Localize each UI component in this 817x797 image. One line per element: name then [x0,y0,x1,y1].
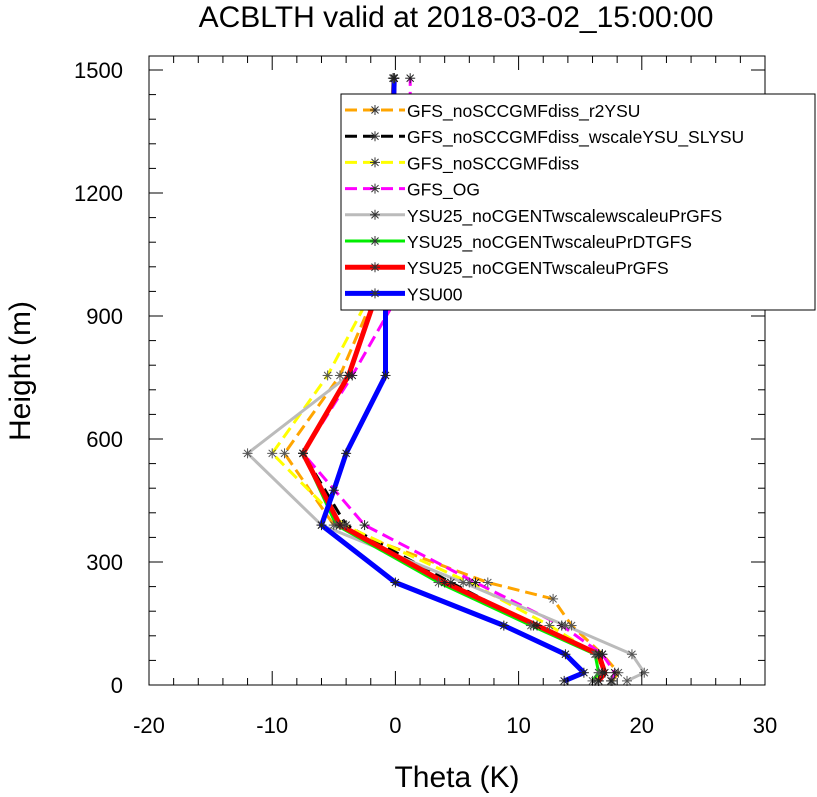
data-point-marker [626,649,637,660]
legend-marker [370,209,380,220]
data-point-marker [639,667,650,678]
x-tick-label: 10 [506,713,530,738]
data-point-marker [544,620,555,631]
data-point-marker [532,620,543,631]
legend-box [340,93,816,311]
x-tick-label: 30 [753,713,777,738]
data-point-marker [559,675,570,686]
chart-title: ACBLTH valid at 2018-03-02_15:00:00 [199,1,714,34]
y-tick-label: 600 [86,427,123,452]
data-point-marker [316,520,327,531]
data-point-marker [566,620,577,631]
data-point-marker [328,485,339,496]
legend-label: GFS_OG [407,180,480,201]
data-point-marker [606,675,616,686]
data-point-marker [298,448,308,459]
legend-marker [370,131,380,142]
x-tick-label: -20 [133,713,165,738]
data-point-marker [334,370,345,381]
legend-marker [370,236,380,246]
legend-marker [370,288,380,299]
data-point-marker [279,448,290,459]
data-point-marker [242,448,253,459]
data-point-marker [560,620,571,631]
data-point-marker [458,577,469,588]
legend-label: GFS_noSCCGMFdiss_wscaleYSU_SLYSU [407,127,744,148]
data-point-marker [548,593,559,604]
y-tick-label: 1200 [74,181,123,206]
data-point-marker [622,675,633,686]
data-point-marker [389,73,400,84]
data-point-marker [609,667,620,678]
legend-label: YSU00 [407,284,463,304]
data-point-marker [322,370,333,381]
data-point-marker [380,370,391,381]
data-point-marker [343,370,354,381]
plot-frame [148,55,766,686]
legend-marker [370,157,380,168]
x-tick-label: -10 [256,713,288,738]
data-point-marker [498,620,509,631]
data-point-marker [593,675,604,686]
x-tick-label: 0 [389,713,401,738]
data-point-marker [341,448,352,459]
legend-marker [370,105,380,115]
y-axis-label: Height (m) [4,301,37,441]
y-tick-label: 1500 [74,58,123,83]
data-point-marker [482,577,493,588]
legend-label: YSU25_noCGENTwscaleuPrGFS [407,258,669,279]
legend-label: GFS_noSCCGMFdiss_r2YSU [407,101,640,122]
y-tick-label: 300 [86,550,123,575]
data-point-marker [359,520,370,531]
data-point-marker [599,667,610,678]
legend-marker [370,183,380,194]
data-point-marker [390,577,401,588]
data-point-marker [267,448,278,459]
x-axis-label: Theta (K) [394,761,519,794]
legend-label: YSU25_noCGENTwscaleuPrDTGFS [407,232,692,253]
x-tick-label: 20 [630,713,654,738]
legend-label: GFS_noSCCGMFdiss [407,153,579,174]
legend: GFS_noSCCGMFdiss_r2YSU GFS_noSCCGMFdiss_w… [340,93,816,311]
legend-label: YSU25_noCGENTwscalewscaleuPrGFS [407,206,722,227]
y-tick-label: 900 [86,304,123,329]
y-tick-label: 0 [111,673,123,698]
data-point-marker [470,577,481,588]
data-point-marker [578,667,589,678]
legend-marker [370,262,380,273]
data-point-marker [334,520,345,531]
data-point-marker [593,649,604,660]
data-point-marker [560,649,571,660]
data-point-marker [405,73,416,84]
data-point-marker [525,620,536,631]
data-point-marker [439,577,450,588]
